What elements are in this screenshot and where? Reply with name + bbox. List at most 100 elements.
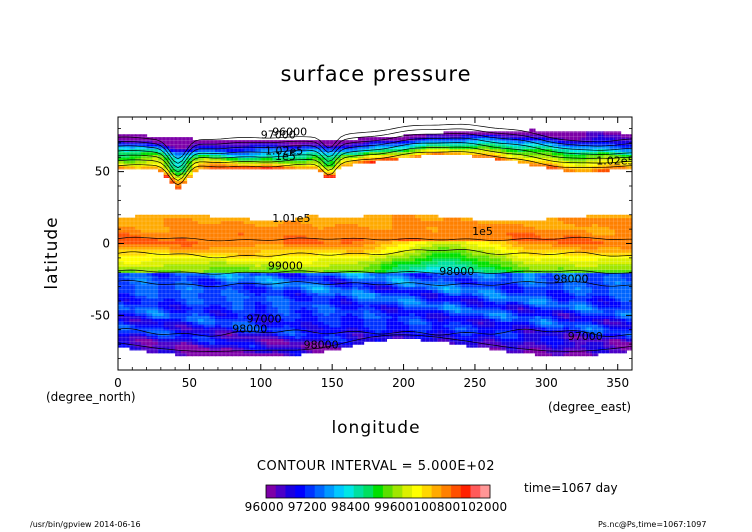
field-cell xyxy=(603,246,610,250)
field-cell xyxy=(443,249,450,253)
field-cell xyxy=(237,217,245,222)
field-cell xyxy=(580,243,587,247)
field-cell xyxy=(323,298,330,302)
field-cell xyxy=(357,220,365,224)
field-cell xyxy=(432,255,439,259)
field-cell xyxy=(186,289,193,293)
field-cell xyxy=(420,257,427,262)
field-cell xyxy=(192,295,199,299)
field-cell xyxy=(260,148,268,153)
field-cell xyxy=(403,326,410,331)
field-cell xyxy=(317,275,325,279)
field-cell xyxy=(129,220,136,224)
field-cell xyxy=(329,223,336,227)
field-cell xyxy=(255,220,262,224)
field-cell xyxy=(335,223,342,227)
field-cell xyxy=(312,148,319,153)
field-cell xyxy=(317,263,325,268)
field-cell xyxy=(266,275,273,279)
field-cell xyxy=(186,240,193,245)
field-cell xyxy=(272,142,279,147)
field-cell xyxy=(529,249,536,253)
field-cell xyxy=(237,163,245,167)
field-cell xyxy=(557,257,565,262)
field-cell xyxy=(123,329,131,334)
field-cell xyxy=(123,243,131,247)
field-cell xyxy=(272,295,279,299)
field-cell xyxy=(300,326,308,331)
field-cell xyxy=(226,289,233,293)
field-cell xyxy=(266,165,273,170)
field-cell xyxy=(432,318,439,322)
field-cell xyxy=(335,237,342,242)
field-cell xyxy=(266,163,273,167)
field-cell xyxy=(569,257,576,262)
field-cell xyxy=(186,318,193,322)
field-cell xyxy=(175,263,182,268)
field-cell xyxy=(175,234,182,239)
field-cell xyxy=(472,140,479,144)
field-cell xyxy=(426,142,433,147)
field-cell xyxy=(283,352,290,357)
field-cell xyxy=(323,157,330,161)
field-cell xyxy=(614,223,622,227)
field-cell xyxy=(146,278,153,282)
field-cell xyxy=(186,315,193,319)
field-cell xyxy=(346,289,353,293)
field-cell xyxy=(140,309,148,314)
field-cell xyxy=(443,292,450,296)
field-cell xyxy=(123,312,131,316)
field-cell xyxy=(477,243,485,247)
field-cell xyxy=(363,329,370,334)
field-cell xyxy=(180,137,188,141)
field-cell xyxy=(517,324,525,328)
field-cell xyxy=(300,303,308,308)
field-cell xyxy=(357,306,365,311)
field-cell xyxy=(592,234,599,239)
field-cell xyxy=(192,260,199,265)
field-cell xyxy=(546,275,553,279)
field-cell xyxy=(574,137,582,141)
field-cell xyxy=(289,232,296,236)
field-cell xyxy=(203,295,210,299)
field-cell xyxy=(266,303,273,308)
field-cell xyxy=(580,303,587,308)
field-cell xyxy=(140,234,148,239)
field-cell xyxy=(346,240,353,245)
field-cell xyxy=(574,148,582,153)
field-cell xyxy=(563,318,570,322)
field-cell xyxy=(363,257,370,262)
field-cell xyxy=(249,157,256,161)
field-cell xyxy=(580,295,587,299)
field-cell xyxy=(574,344,582,348)
field-cell xyxy=(523,335,530,339)
field-cell xyxy=(409,240,416,245)
field-cell xyxy=(283,246,290,250)
field-cell xyxy=(569,324,576,328)
field-cell xyxy=(523,137,530,141)
field-cell xyxy=(277,324,285,328)
field-cell xyxy=(135,289,142,293)
field-cell xyxy=(157,283,165,288)
field-cell xyxy=(449,220,456,224)
field-cell xyxy=(534,223,542,227)
field-cell xyxy=(272,223,279,227)
field-cell xyxy=(249,154,256,158)
field-cell xyxy=(443,318,450,322)
field-cell xyxy=(466,321,473,325)
field-cell xyxy=(220,237,228,242)
field-cell xyxy=(603,214,610,219)
field-cell xyxy=(237,232,245,236)
field-cell xyxy=(460,263,467,268)
field-cell xyxy=(226,269,233,273)
field-cell xyxy=(180,312,188,316)
field-cell xyxy=(340,217,348,222)
field-cell xyxy=(152,338,159,342)
field-cell xyxy=(432,289,439,293)
field-cell xyxy=(506,301,513,305)
field-cell xyxy=(317,145,325,150)
field-cell xyxy=(243,295,250,299)
field-cell xyxy=(460,338,467,342)
field-cell xyxy=(534,237,542,242)
field-cell xyxy=(306,220,313,224)
